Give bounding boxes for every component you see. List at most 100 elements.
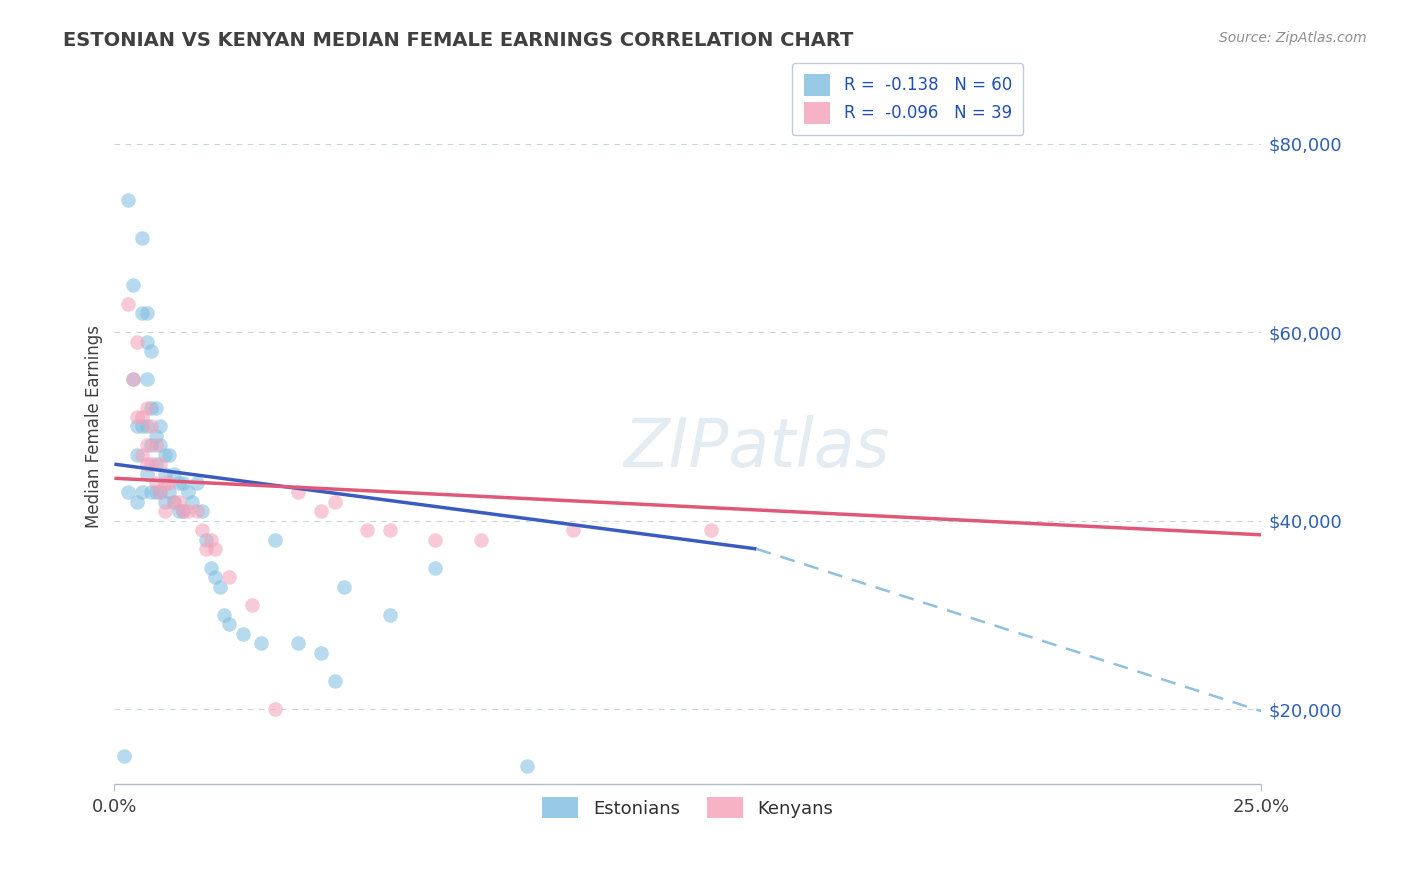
Point <box>121 278 143 293</box>
Point <box>516 758 538 772</box>
Point <box>163 467 186 481</box>
Point <box>287 485 309 500</box>
Point <box>131 485 153 500</box>
Point <box>117 297 139 311</box>
Point <box>149 485 172 500</box>
Point <box>145 401 167 415</box>
Point <box>159 475 181 490</box>
Point <box>153 495 176 509</box>
Point <box>240 599 263 613</box>
Point <box>135 467 157 481</box>
Point <box>127 410 149 425</box>
Point <box>172 475 194 490</box>
Point <box>167 495 190 509</box>
Point <box>131 448 153 462</box>
Point <box>145 485 167 500</box>
Point <box>127 448 149 462</box>
Point <box>139 485 162 500</box>
Point <box>186 504 208 518</box>
Point <box>309 646 332 660</box>
Point <box>131 231 153 245</box>
Point <box>139 438 162 452</box>
Point <box>218 617 240 632</box>
Point <box>153 475 176 490</box>
Point <box>135 372 157 386</box>
Point <box>332 580 354 594</box>
Point <box>149 438 172 452</box>
Point <box>145 429 167 443</box>
Point <box>127 495 149 509</box>
Point <box>195 533 218 547</box>
Point <box>159 448 181 462</box>
Legend: Estonians, Kenyans: Estonians, Kenyans <box>536 790 841 825</box>
Point <box>139 419 162 434</box>
Point <box>121 372 143 386</box>
Point <box>153 448 176 462</box>
Point <box>167 504 190 518</box>
Point <box>190 504 212 518</box>
Point <box>218 570 240 584</box>
Point <box>264 702 287 716</box>
Point <box>139 457 162 471</box>
Point <box>195 541 218 556</box>
Point <box>167 475 190 490</box>
Point <box>135 457 157 471</box>
Point <box>135 438 157 452</box>
Point <box>200 561 222 575</box>
Point <box>127 334 149 349</box>
Point <box>177 504 200 518</box>
Point <box>135 419 157 434</box>
Point <box>186 475 208 490</box>
Point <box>131 419 153 434</box>
Point <box>378 523 401 537</box>
Point <box>149 419 172 434</box>
Point <box>117 194 139 208</box>
Point <box>190 523 212 537</box>
Point <box>214 607 236 622</box>
Point <box>232 626 254 640</box>
Point <box>159 485 181 500</box>
Point <box>287 636 309 650</box>
Point <box>204 570 226 584</box>
Point <box>131 410 153 425</box>
Point <box>145 438 167 452</box>
Point <box>425 533 447 547</box>
Text: Source: ZipAtlas.com: Source: ZipAtlas.com <box>1219 31 1367 45</box>
Point <box>153 467 176 481</box>
Point <box>356 523 378 537</box>
Point <box>208 580 231 594</box>
Y-axis label: Median Female Earnings: Median Female Earnings <box>86 325 103 528</box>
Point <box>145 475 167 490</box>
Point <box>153 504 176 518</box>
Point <box>425 561 447 575</box>
Point <box>607 787 630 801</box>
Point <box>121 372 143 386</box>
Point <box>117 485 139 500</box>
Point <box>163 495 186 509</box>
Point <box>250 636 273 650</box>
Point <box>172 504 194 518</box>
Point <box>135 334 157 349</box>
Point <box>181 495 204 509</box>
Point <box>131 306 153 320</box>
Point <box>139 401 162 415</box>
Point <box>112 749 135 764</box>
Point <box>699 523 721 537</box>
Point <box>135 401 157 415</box>
Point <box>149 457 172 471</box>
Point <box>378 607 401 622</box>
Point <box>323 495 346 509</box>
Point <box>163 495 186 509</box>
Point <box>145 457 167 471</box>
Text: ESTONIAN VS KENYAN MEDIAN FEMALE EARNINGS CORRELATION CHART: ESTONIAN VS KENYAN MEDIAN FEMALE EARNING… <box>63 31 853 50</box>
Point <box>470 533 492 547</box>
Point <box>200 533 222 547</box>
Point <box>309 504 332 518</box>
Text: ZIPatlas: ZIPatlas <box>623 415 890 481</box>
Point <box>323 673 346 688</box>
Point <box>172 504 194 518</box>
Point <box>264 533 287 547</box>
Point <box>204 541 226 556</box>
Point <box>135 306 157 320</box>
Point <box>177 485 200 500</box>
